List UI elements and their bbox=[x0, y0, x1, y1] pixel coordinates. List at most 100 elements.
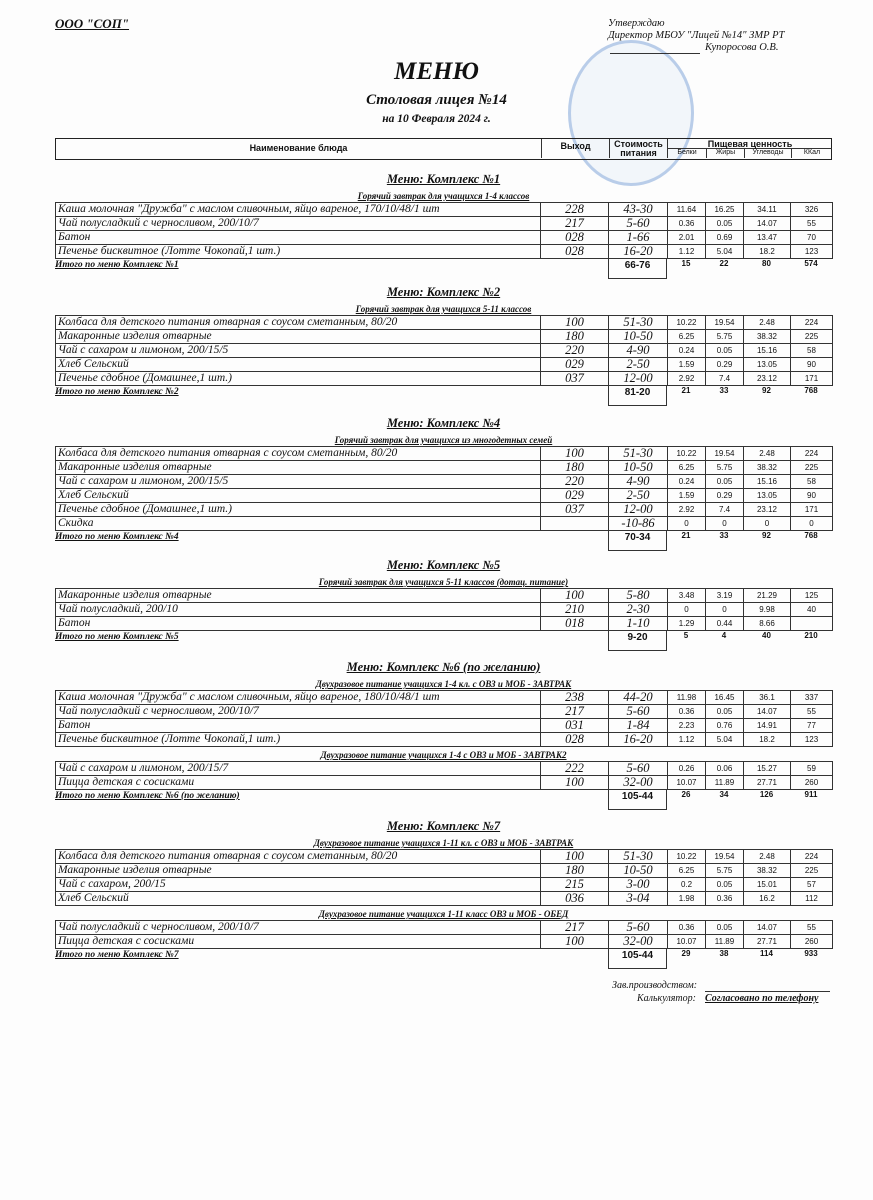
dish-name: Чай полусладкий, 200/10 bbox=[55, 602, 541, 617]
total-value: 22 bbox=[719, 259, 729, 268]
dish-name: Чай с сахаром и лимоном, 200/15/7 bbox=[55, 761, 541, 776]
total-cost: 105-44 bbox=[608, 790, 667, 810]
total-cost: 70-34 bbox=[608, 531, 667, 551]
dish-carbs: 34.11 bbox=[743, 202, 791, 217]
dish-cost: 2-50 bbox=[608, 357, 668, 372]
dish-table: Колбаса для детского питания отварная с … bbox=[55, 849, 833, 906]
section-total: Итого по меню Комплекс №5 9-20 5 4 40 210 bbox=[55, 631, 832, 651]
dish-fat: 0.05 bbox=[705, 216, 744, 231]
section-subtitle: Двухразовое питание учащихся 1-4 кл. с О… bbox=[315, 679, 572, 689]
dish-name: Чай полусладкий с черносливом, 200/10/7 bbox=[55, 704, 541, 719]
table-row: Печенье сдобное (Домашнее,1 шт.) 037 12-00… bbox=[55, 502, 833, 517]
dish-kcal: 326 bbox=[790, 202, 833, 217]
total-value: 92 bbox=[762, 386, 771, 395]
dish-protein: 10.07 bbox=[667, 775, 706, 790]
dish-carbs: 9.98 bbox=[743, 602, 791, 617]
table-row: Каша молочная "Дружба" с маслом сливочны… bbox=[55, 202, 833, 217]
dish-protein: 0.24 bbox=[667, 343, 706, 358]
table-row: Макаронные изделия отварные 180 10-50 6.25 5… bbox=[55, 863, 833, 878]
dish-output: 028 bbox=[540, 230, 609, 245]
dish-cost: 16-20 bbox=[608, 244, 668, 259]
total-value: 114 bbox=[760, 949, 773, 958]
dish-carbs: 15.27 bbox=[743, 761, 791, 776]
dish-fat: 0.06 bbox=[705, 761, 744, 776]
section-title: Меню: Комплекс №7 bbox=[386, 819, 501, 833]
dish-name: Макаронные изделия отварные bbox=[55, 863, 541, 878]
dish-kcal: 224 bbox=[790, 315, 833, 330]
dish-protein: 3.48 bbox=[667, 588, 706, 603]
dish-protein: 10.22 bbox=[667, 315, 706, 330]
dish-name: Батон bbox=[55, 718, 541, 733]
dish-cost: -10-86 bbox=[608, 516, 668, 531]
dish-fat: 3.19 bbox=[705, 588, 744, 603]
dish-carbs: 14.07 bbox=[743, 704, 791, 719]
section-total: Итого по меню Комплекс №4 70-34 21 33 92 768 bbox=[55, 531, 832, 551]
total-value: 210 bbox=[804, 631, 818, 640]
menu-section: Меню: Комплекс №1 Горячий завтрак для уча… bbox=[55, 170, 833, 279]
dish-kcal: 224 bbox=[790, 446, 833, 461]
total-value: 21 bbox=[681, 531, 691, 540]
dish-protein: 0.36 bbox=[667, 920, 706, 935]
table-row: Макаронные изделия отварные 180 10-50 6.25 5… bbox=[55, 460, 833, 475]
table-row: Батон 018 1-10 1.29 0.44 8.66 bbox=[55, 616, 833, 631]
total-label: Итого по меню Комплекс №1 bbox=[55, 260, 179, 270]
dish-name: Хлеб Сельский bbox=[55, 891, 541, 906]
dish-kcal: 90 bbox=[790, 357, 833, 372]
dish-output: 100 bbox=[540, 446, 609, 461]
total-value: 768 bbox=[804, 386, 818, 395]
dish-output: 100 bbox=[540, 849, 609, 864]
dish-protein: 1.12 bbox=[667, 244, 706, 259]
menu-section: Меню: Комплекс №5 Горячий завтрак для уча… bbox=[55, 556, 833, 651]
dish-cost: 12-00 bbox=[608, 502, 668, 517]
dish-kcal: 0 bbox=[790, 516, 833, 531]
dish-output: 180 bbox=[540, 863, 609, 878]
dish-fat: 5.75 bbox=[705, 329, 744, 344]
dish-name: Чай с сахаром и лимоном, 200/15/5 bbox=[55, 343, 541, 358]
dish-fat: 5.04 bbox=[705, 244, 744, 259]
dish-name: Печенье сдобное (Домашнее,1 шт.) bbox=[55, 502, 541, 517]
table-row: Хлеб Сельский 036 3-04 1.98 0.36 16.2 112 bbox=[55, 891, 833, 906]
dish-protein: 1.98 bbox=[667, 891, 706, 906]
section-title: Меню: Комплекс №6 (по желанию) bbox=[346, 660, 541, 674]
table-row: Чай полусладкий с черносливом, 200/10/7 2… bbox=[55, 216, 833, 231]
header-protein: Белки bbox=[677, 149, 697, 156]
dish-carbs: 13.47 bbox=[743, 230, 791, 245]
table-row: Чай полусладкий, 200/10 210 2-30 0 0 9.98 40 bbox=[55, 602, 833, 617]
dish-output: 228 bbox=[540, 202, 609, 217]
dish-output: 037 bbox=[540, 502, 609, 517]
header-nutrition: Пищевая ценность bbox=[668, 139, 832, 149]
dish-cost: 1-10 bbox=[608, 616, 668, 631]
dish-fat: 7.4 bbox=[705, 371, 744, 386]
dish-kcal: 57 bbox=[790, 877, 833, 892]
dish-output: 031 bbox=[540, 718, 609, 733]
dish-carbs: 0 bbox=[743, 516, 791, 531]
dish-name: Каша молочная "Дружба" с маслом сливочны… bbox=[55, 202, 541, 217]
dish-carbs: 18.2 bbox=[743, 732, 791, 747]
dish-kcal: 58 bbox=[790, 343, 833, 358]
dish-protein: 0.24 bbox=[667, 474, 706, 489]
dish-fat: 0.05 bbox=[705, 877, 744, 892]
dish-fat: 11.89 bbox=[705, 775, 744, 790]
dish-table: Колбаса для детского питания отварная с … bbox=[55, 446, 833, 531]
dish-output: 029 bbox=[540, 488, 609, 503]
dish-cost: 43-30 bbox=[608, 202, 668, 217]
dish-carbs: 21.29 bbox=[743, 588, 791, 603]
dish-kcal: 55 bbox=[790, 216, 833, 231]
table-row: Чай с сахаром, 200/15 215 3-00 0.2 0.05 15.01… bbox=[55, 877, 833, 892]
dish-output: 018 bbox=[540, 616, 609, 631]
dish-fat: 0.69 bbox=[705, 230, 744, 245]
dish-fat: 5.75 bbox=[705, 863, 744, 878]
dish-fat: 0.36 bbox=[705, 891, 744, 906]
dish-kcal: 55 bbox=[790, 920, 833, 935]
dish-fat: 0.05 bbox=[705, 920, 744, 935]
dish-kcal: 171 bbox=[790, 371, 833, 386]
dish-kcal: 40 bbox=[790, 602, 833, 617]
table-row: Колбаса для детского питания отварная с … bbox=[55, 315, 833, 330]
menu-date: на 10 Февраля 2024 г. bbox=[382, 113, 491, 125]
dish-protein: 10.22 bbox=[667, 446, 706, 461]
total-label: Итого по меню Комплекс №7 bbox=[55, 950, 179, 960]
dish-output: 100 bbox=[540, 934, 609, 949]
dish-output: 217 bbox=[540, 216, 609, 231]
dish-cost: 16-20 bbox=[608, 732, 668, 747]
dish-cost: 1-66 bbox=[608, 230, 668, 245]
